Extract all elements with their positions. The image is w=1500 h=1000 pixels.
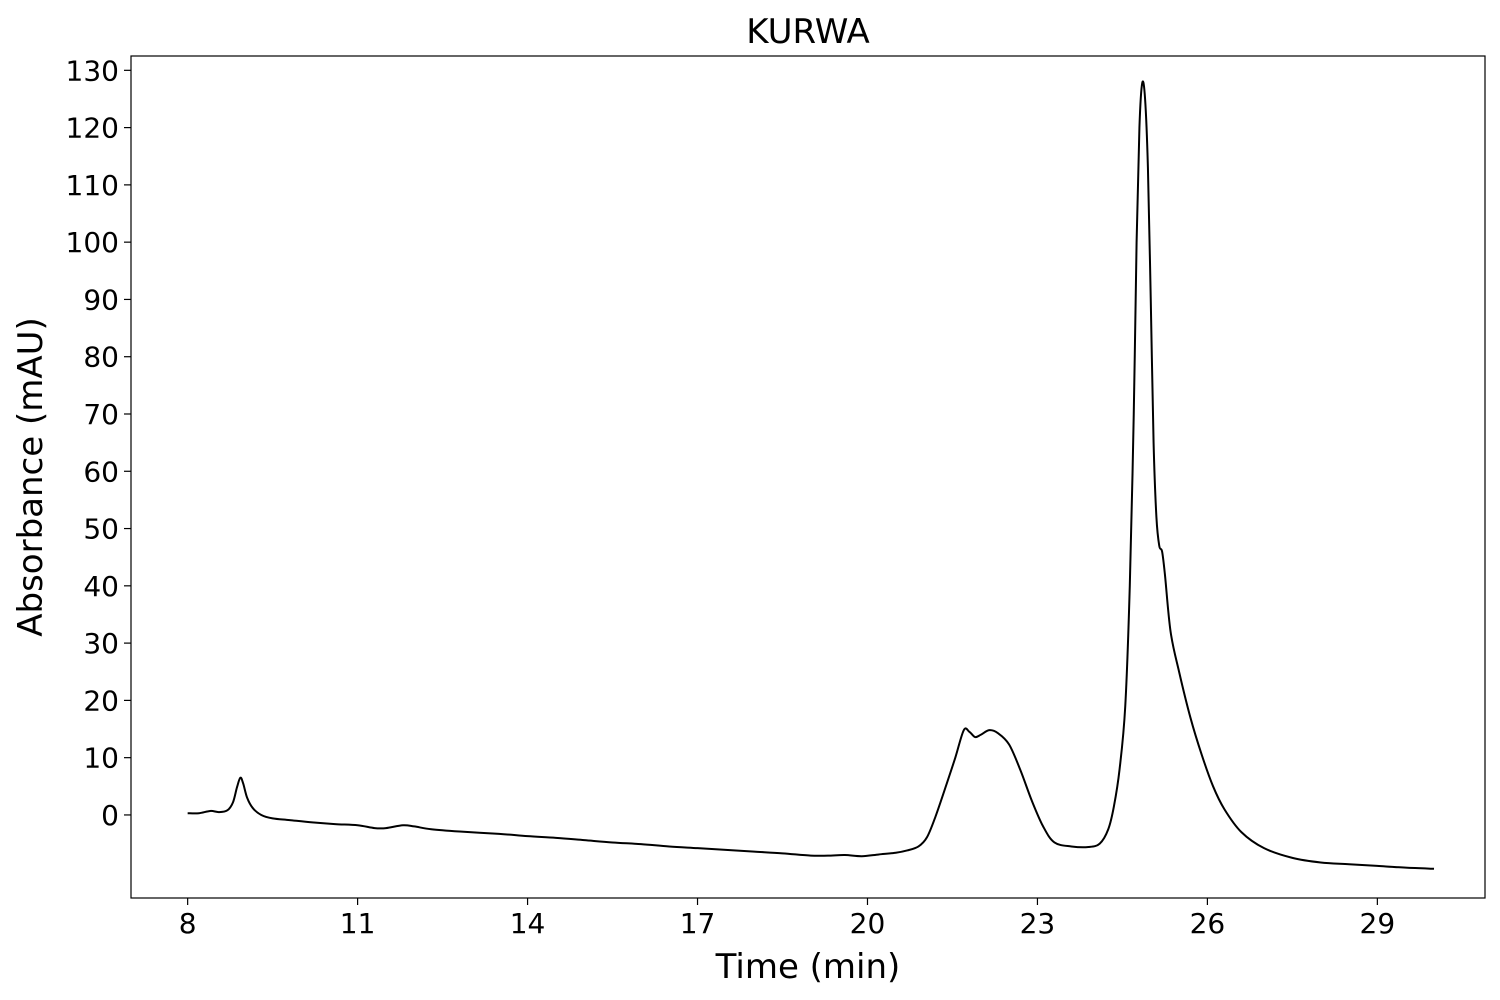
y-tick-label: 80: [83, 341, 119, 374]
y-tick-label: 110: [66, 169, 119, 202]
y-tick-label: 130: [66, 54, 119, 87]
y-tick-label: 90: [83, 283, 119, 316]
x-tick-label: 11: [340, 907, 376, 940]
x-tick-label: 23: [1020, 907, 1056, 940]
y-tick-label: 70: [83, 398, 119, 431]
x-tick-label: 14: [510, 907, 546, 940]
y-tick-label: 50: [83, 513, 119, 546]
x-axis: 8 11 14 17 20 23 26 29: [179, 898, 1395, 940]
y-tick-label: 10: [83, 742, 119, 775]
y-tick-label: 100: [66, 226, 119, 259]
absorbance-trace: [187, 80, 1435, 870]
plot-frame: [130, 55, 1486, 899]
y-tick-label: 30: [83, 627, 119, 660]
x-tick-label: 29: [1360, 907, 1396, 940]
y-tick-label: 120: [66, 112, 119, 145]
y-tick-label: 20: [83, 684, 119, 717]
x-tick-label: 26: [1190, 907, 1226, 940]
y-tick-label: 40: [83, 570, 119, 603]
y-axis-label: Absorbance (mAU): [11, 317, 51, 637]
y-tick-label: 0: [101, 799, 119, 832]
x-tick-label: 8: [179, 907, 197, 940]
x-axis-label: Time (min): [715, 947, 901, 987]
y-tick-label: 60: [83, 455, 119, 488]
y-axis: 0 10 20 30 40 50 60 70 80 90 100 110 120 130: [66, 54, 131, 832]
x-tick-label: 20: [850, 907, 886, 940]
x-tick-label: 17: [680, 907, 716, 940]
chart-title: KURWA: [746, 12, 870, 52]
